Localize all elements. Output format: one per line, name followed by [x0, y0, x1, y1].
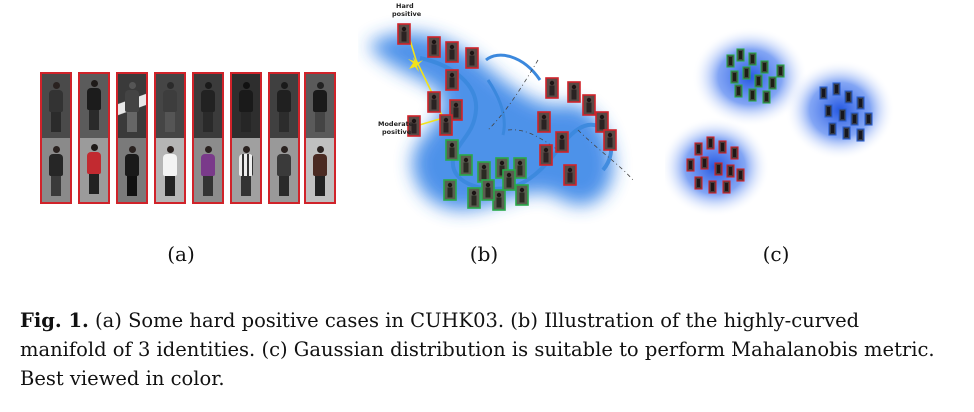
image-pair [268, 72, 300, 204]
panel-b-manifold-diagram: Hard positive Moderate positive [368, 2, 634, 211]
image-pair [154, 72, 186, 204]
hard-positive-label: Hard [396, 2, 414, 10]
panel-c-gaussian-clusters [665, 27, 895, 217]
image-pair [40, 72, 72, 204]
image-pair [304, 72, 336, 204]
hard-positive-label-2: positive [392, 10, 422, 18]
moderate-positive-label: Moderate [378, 120, 414, 128]
caption-text: (a) Some hard positive cases in CUHK03. … [20, 309, 935, 390]
caption-label: Fig. 1. [20, 309, 89, 332]
image-pair [116, 72, 148, 204]
moderate-positive-label-2: positive [382, 128, 412, 136]
panel-c-label: (c) [762, 242, 790, 266]
star-icon [408, 57, 423, 72]
image-pair [230, 72, 262, 204]
figure-caption: Fig. 1. (a) Some hard positive cases in … [20, 306, 940, 393]
image-pair [192, 72, 224, 204]
image-pair [78, 72, 110, 204]
panel-b-label: (b) [469, 242, 499, 266]
panel-a-image [40, 72, 336, 204]
panel-a-label: (a) [167, 242, 195, 266]
